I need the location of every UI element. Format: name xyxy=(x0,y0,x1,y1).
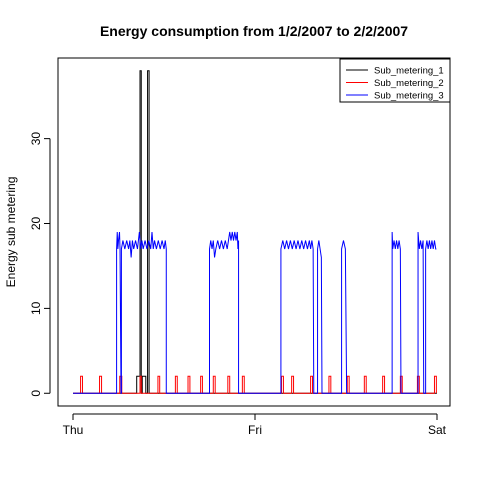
y-tick-label-0: 0 xyxy=(29,390,43,397)
series-line-2 xyxy=(73,375,437,394)
chart-title: Energy consumption from 1/2/2007 to 2/2/… xyxy=(100,23,408,39)
series-line-1 xyxy=(73,70,437,394)
x-tick-label-thu: Thu xyxy=(63,423,84,437)
y-tick-label-10: 10 xyxy=(29,301,43,315)
series-layer xyxy=(73,70,437,394)
legend-label-2: Sub_metering_2 xyxy=(374,78,444,89)
legend-label-3: Sub_metering_3 xyxy=(374,91,444,102)
legend-label-1: Sub_metering_1 xyxy=(374,66,444,77)
y-axis: 0 10 20 30 xyxy=(29,132,51,397)
plot-border xyxy=(57,57,451,407)
y-tick-label-20: 20 xyxy=(29,217,43,231)
y-axis-label: Energy sub metering xyxy=(4,177,18,288)
x-axis: Thu Fri Sat xyxy=(63,413,447,437)
x-tick-label-sat: Sat xyxy=(428,423,447,437)
y-tick-label-30: 30 xyxy=(29,132,43,146)
x-tick-label-fri: Fri xyxy=(248,423,262,437)
series-line-3 xyxy=(73,231,437,394)
